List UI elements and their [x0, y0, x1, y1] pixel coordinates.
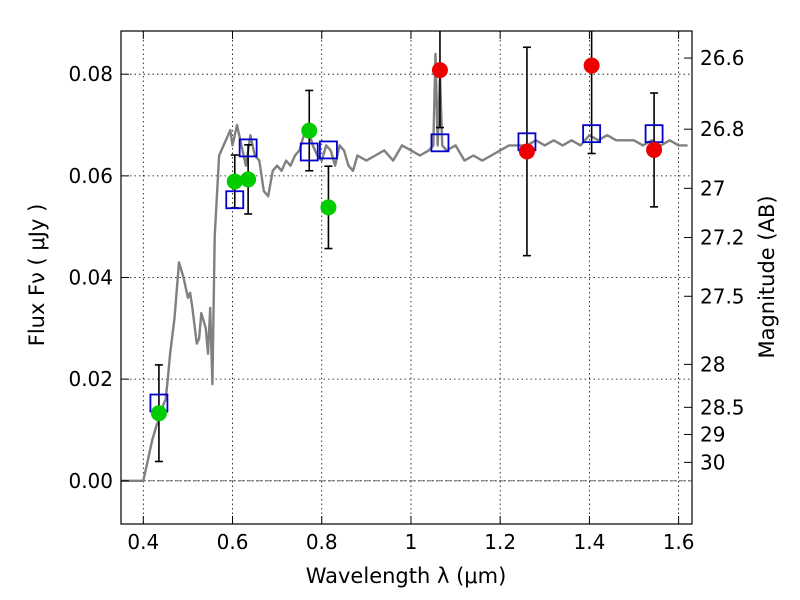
- x-tick-label: 0.6: [217, 530, 249, 554]
- x-tick-label: 0.4: [127, 530, 159, 554]
- model-photometry-point: [430, 133, 450, 153]
- observed-point: [583, 57, 600, 74]
- right-tick-label: 27.2: [700, 226, 745, 250]
- observed-point: [431, 62, 448, 79]
- y-tick-label: 0.02: [68, 367, 113, 391]
- x-tick-label: 0.8: [306, 530, 338, 554]
- right-tick-label: 30: [700, 450, 725, 474]
- model-photometry-point: [299, 142, 319, 162]
- observed-point: [226, 173, 243, 190]
- grid-lines: [121, 31, 692, 524]
- x-tick-label: 1.6: [663, 530, 695, 554]
- y-axis-label: Flux Fν ( μJy ): [25, 204, 49, 347]
- x-tick-label: 1.2: [484, 530, 516, 554]
- right-tick-label: 26.6: [700, 46, 745, 70]
- y-tick-label: 0.08: [68, 62, 113, 86]
- right-tick-label: 27: [700, 176, 725, 200]
- right-axis-label: Magnitude (AB): [755, 195, 779, 358]
- observed-point: [240, 171, 257, 188]
- x-tick-label: 1.4: [573, 530, 605, 554]
- observed-point: [518, 143, 535, 160]
- observed-point: [646, 141, 663, 158]
- observed-point: [150, 405, 167, 422]
- y-tick-label: 0.00: [68, 469, 113, 493]
- tick-labels: 0.4 0.6 0.8 1 1.2 1.4 1.6 0.00 0.02 0.04 0.06 0.08 2…: [68, 46, 744, 554]
- plot-area: [121, 31, 688, 482]
- right-tick-label: 28: [700, 352, 725, 376]
- model-sed-line: [121, 52, 688, 482]
- y-tick-label: 0.06: [68, 164, 113, 188]
- observed-point: [301, 122, 318, 139]
- model-photometry-point: [225, 190, 245, 210]
- y-tick-label: 0.04: [68, 266, 113, 290]
- right-tick-label: 26.8: [700, 117, 745, 141]
- right-tick-label: 27.5: [700, 284, 745, 308]
- model-photometry-point: [319, 140, 338, 160]
- model-photometry-point: [582, 124, 602, 144]
- observed-point: [320, 199, 337, 216]
- plot-series: [121, 31, 688, 482]
- x-axis-label: Wavelength λ (μm): [306, 564, 507, 588]
- axes-frame: [120, 30, 693, 525]
- right-tick-label: 29: [700, 422, 725, 446]
- right-tick-label: 28.5: [700, 395, 745, 419]
- model-photometry-point: [238, 138, 258, 158]
- x-tick-label: 1: [405, 530, 418, 554]
